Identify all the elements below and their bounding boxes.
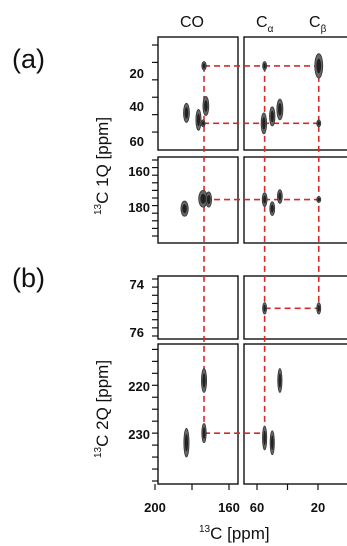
peak-core bbox=[263, 195, 267, 204]
frame-a-carbonyl-calpha-cbeta bbox=[243, 156, 347, 244]
y-axis-title-1q: 13C 1Q [ppm] bbox=[93, 117, 112, 215]
peaks bbox=[180, 53, 324, 458]
peak-core bbox=[263, 63, 266, 69]
peak-core bbox=[182, 204, 187, 214]
y-tick-label: 60 bbox=[130, 134, 144, 149]
peak-core bbox=[201, 121, 205, 126]
peak-core bbox=[196, 113, 201, 127]
peak-core bbox=[263, 430, 266, 446]
peak-core bbox=[204, 100, 208, 112]
peak-core bbox=[202, 427, 206, 439]
y-tick-label: 40 bbox=[130, 99, 144, 114]
peak-core bbox=[200, 193, 206, 204]
frame-a-aliphatic-co bbox=[157, 36, 239, 151]
x-tick-label: 200 bbox=[144, 500, 166, 515]
x-axis-title: 13C [ppm] bbox=[199, 524, 270, 543]
y-axis-title-1q-text: C 1Q [ppm] bbox=[93, 117, 112, 204]
y-axis-minor-ticks bbox=[152, 44, 158, 482]
frame-b-upper-co bbox=[157, 275, 239, 340]
column-header-co: CO bbox=[180, 14, 204, 31]
column-header-cbeta-main: C bbox=[309, 14, 321, 31]
y-axis-title-2q: 13C 2Q [ppm] bbox=[93, 360, 112, 458]
frame-b-lower-co bbox=[157, 343, 239, 485]
peak-core bbox=[317, 121, 320, 126]
column-header-calpha: Cα bbox=[256, 14, 274, 35]
panel-label-a: (a) bbox=[12, 44, 45, 74]
peak-core bbox=[278, 192, 282, 201]
peak-core bbox=[184, 107, 189, 119]
peak-core bbox=[270, 110, 274, 123]
frame-b-lower-calpha-cbeta bbox=[243, 343, 347, 485]
x-tick-label: 20 bbox=[311, 500, 325, 515]
column-header-cbeta-sub: β bbox=[321, 24, 327, 35]
peak-core bbox=[202, 63, 206, 69]
peak-core bbox=[317, 304, 320, 312]
peak-core bbox=[278, 103, 282, 116]
x-axis-title-text: C [ppm] bbox=[210, 524, 270, 543]
x-axis-title-superscript: 13 bbox=[199, 524, 211, 535]
y-axis-title-2q-text: C 2Q [ppm] bbox=[93, 360, 112, 447]
peak-core bbox=[270, 204, 274, 213]
frame-b-upper-calpha-cbeta bbox=[243, 275, 347, 340]
y-tick-label: 74 bbox=[130, 277, 145, 292]
y-axis-title-2q-superscript: 13 bbox=[93, 446, 104, 458]
y-tick-label: 180 bbox=[128, 200, 150, 215]
frame-a-aliphatic-calpha-cbeta bbox=[243, 36, 347, 151]
y-tick-label: 20 bbox=[130, 66, 144, 81]
peak-core bbox=[263, 304, 266, 312]
y-axis-title-1q-superscript: 13 bbox=[93, 203, 104, 215]
y-tick-label: 160 bbox=[128, 164, 150, 179]
peak-core bbox=[206, 194, 211, 205]
column-header-calpha-sub: α bbox=[268, 24, 274, 35]
peak-core bbox=[270, 435, 274, 450]
peak-core bbox=[202, 373, 206, 388]
peak-core bbox=[316, 58, 322, 74]
x-tick-label: 160 bbox=[218, 500, 240, 515]
column-header-cbeta: Cβ bbox=[309, 14, 327, 35]
peak-core bbox=[184, 434, 189, 452]
y-tick-label: 220 bbox=[128, 379, 150, 394]
panel-label-b: (b) bbox=[12, 263, 45, 293]
column-header-calpha-main: C bbox=[256, 14, 268, 31]
peak-core bbox=[278, 373, 282, 388]
y-tick-label: 230 bbox=[128, 427, 150, 442]
x-tick-label: 60 bbox=[250, 500, 264, 515]
peak-core bbox=[317, 197, 320, 202]
x-axis-ticks bbox=[154, 484, 319, 490]
peak-core bbox=[262, 117, 266, 130]
y-tick-label: 76 bbox=[130, 325, 144, 340]
